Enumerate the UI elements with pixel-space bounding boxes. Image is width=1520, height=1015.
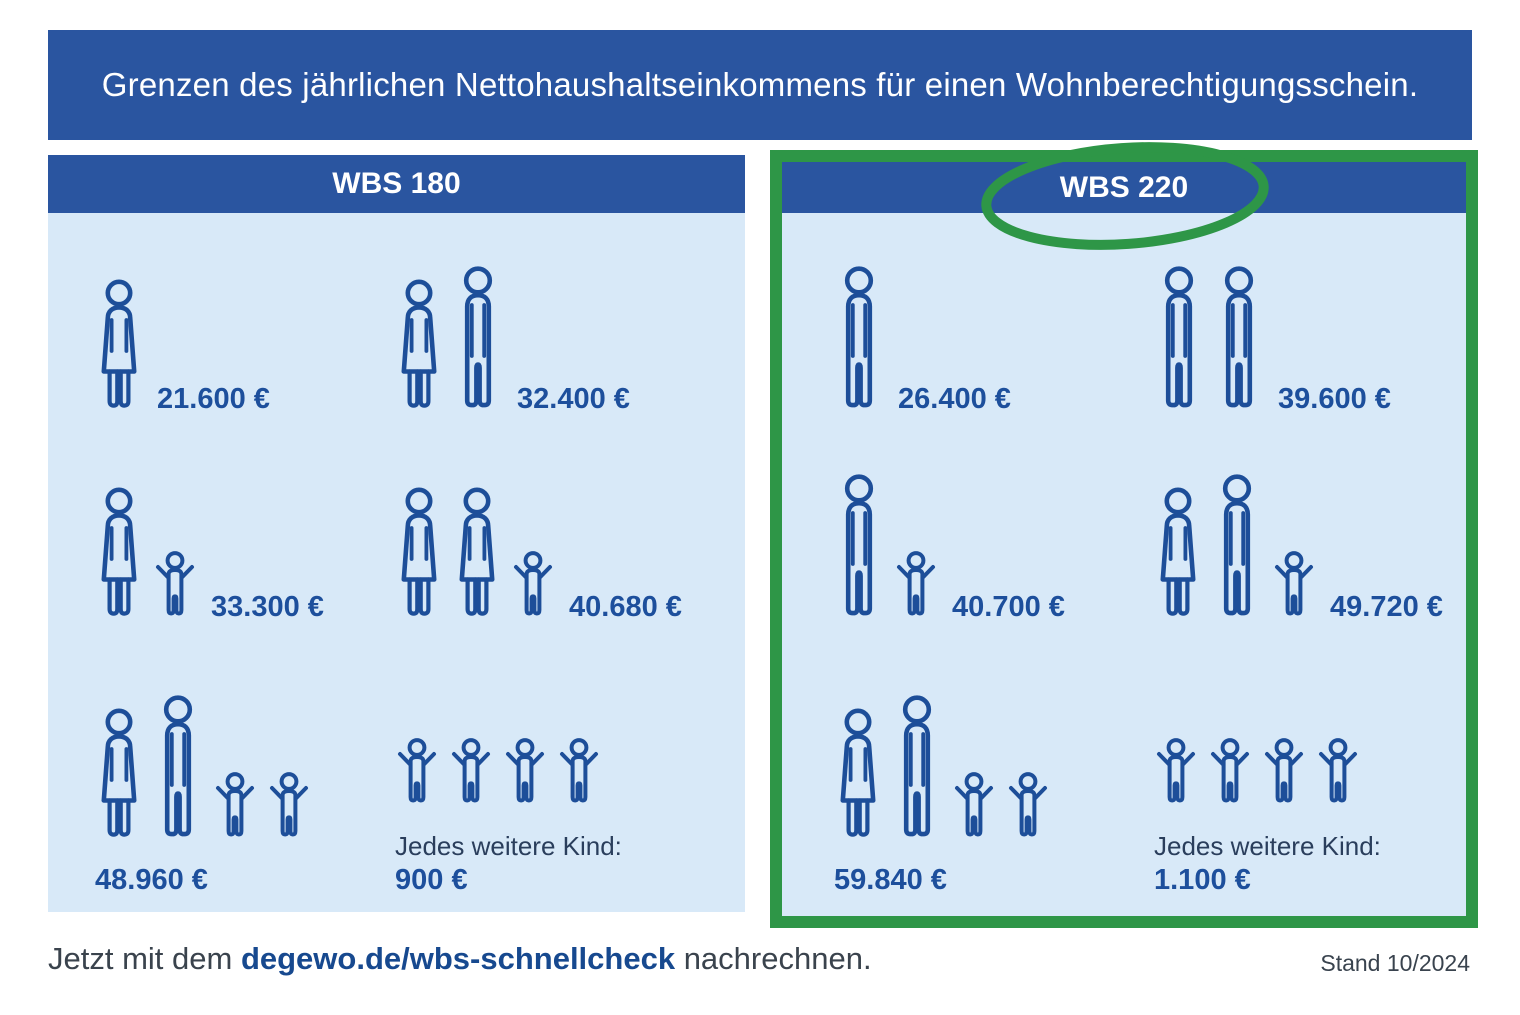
income-textblock: 48.960 € xyxy=(95,863,208,897)
household-cell: 40.680 € xyxy=(395,487,729,623)
man-icon xyxy=(1214,266,1264,410)
income-row: 26.400 € 39.600 € xyxy=(834,213,1450,415)
child-arms-up-icon xyxy=(955,772,993,837)
income-textblock: Jedes weitere Kind: 1.100 € xyxy=(1154,829,1381,897)
woman-icon xyxy=(834,708,882,839)
child-arms-up-icon xyxy=(398,738,436,803)
household-icons xyxy=(1154,474,1316,618)
footer-prefix: Jetzt mit dem xyxy=(48,941,241,976)
household-icons xyxy=(95,279,143,410)
income-textblock: 59.840 € xyxy=(834,863,947,897)
panel-wbs180-body: 21.600 €32.400 €33.300 €40.680 €48.960 €… xyxy=(48,213,745,912)
main-title: Grenzen des jährlichen Nettohaushaltsein… xyxy=(101,66,1419,103)
child-arms-up-icon xyxy=(156,551,194,616)
household-icons xyxy=(395,487,555,618)
child-arms-up-icon xyxy=(270,772,308,837)
child-arms-up-icon xyxy=(216,772,254,837)
man-icon xyxy=(1212,474,1262,618)
income-value: 26.400 € xyxy=(898,383,1011,415)
title-bar: Grenzen des jährlichen Nettohaushaltsein… xyxy=(48,30,1472,140)
income-row: 33.300 € 40.680 € xyxy=(95,410,729,623)
household-icons xyxy=(95,652,311,839)
household-icons xyxy=(834,474,938,618)
household-cell: 59.840 € xyxy=(834,652,1154,897)
footer: Jetzt mit dem degewo.de/wbs-schnellcheck… xyxy=(48,941,872,977)
income-value: 900 € xyxy=(395,864,468,896)
household-cell: 48.960 € xyxy=(95,652,395,897)
footer-link[interactable]: degewo.de/wbs-schnellcheck xyxy=(240,941,676,976)
household-cell: 33.300 € xyxy=(95,487,395,623)
household-icons xyxy=(95,487,197,618)
household-cell: 39.600 € xyxy=(1154,266,1450,415)
woman-icon xyxy=(395,279,443,410)
income-value: 49.720 € xyxy=(1330,591,1443,623)
income-row: 48.960 € Jedes weitere Kind: 900 € xyxy=(95,618,729,897)
household-cell: 32.400 € xyxy=(395,266,729,415)
child-arms-up-icon xyxy=(897,551,935,616)
woman-icon xyxy=(95,279,143,410)
man-icon xyxy=(834,266,884,410)
household-icons xyxy=(395,618,601,805)
income-textblock: Jedes weitere Kind: 900 € xyxy=(395,829,622,897)
man-icon xyxy=(153,695,203,839)
income-value: 39.600 € xyxy=(1278,383,1391,415)
panel-wbs220: WBS 220 26.400 € 39.600 € 40.700 € 49.720 €… xyxy=(770,150,1478,928)
household-cell: 21.600 € xyxy=(95,279,395,415)
income-row: 21.600 € 32.400 € xyxy=(95,213,729,415)
panel-wbs180-header: WBS 180 xyxy=(48,155,745,213)
household-cell: 40.700 € xyxy=(834,474,1154,623)
income-value: 1.100 € xyxy=(1154,864,1251,896)
household-icons xyxy=(395,266,503,410)
panel-wbs180-title: WBS 180 xyxy=(332,167,461,200)
income-value: 33.300 € xyxy=(211,591,324,623)
household-icons xyxy=(1154,618,1360,805)
household-cell: Jedes weitere Kind: 1.100 € xyxy=(1154,618,1450,897)
income-value: 32.400 € xyxy=(517,383,630,415)
woman-icon xyxy=(1154,487,1202,618)
income-value: 40.680 € xyxy=(569,591,682,623)
income-row: 59.840 € Jedes weitere Kind: 1.100 € xyxy=(834,618,1450,897)
child-arms-up-icon xyxy=(560,738,598,803)
man-icon xyxy=(453,266,503,410)
household-cell: 26.400 € xyxy=(834,266,1154,415)
child-arms-up-icon xyxy=(1319,738,1357,803)
panel-wbs220-header: WBS 220 xyxy=(782,162,1466,213)
income-value: 59.840 € xyxy=(834,864,947,896)
household-cell: 49.720 € xyxy=(1154,474,1450,623)
panel-wbs220-title: WBS 220 xyxy=(1059,170,1189,204)
child-arms-up-icon xyxy=(452,738,490,803)
child-arms-up-icon xyxy=(1157,738,1195,803)
panel-wbs180: WBS 180 21.600 € 32.400 € 33.300 € 40.680 €… xyxy=(48,155,745,912)
income-value: 48.960 € xyxy=(95,864,208,896)
child-arms-up-icon xyxy=(1275,551,1313,616)
child-arms-up-icon xyxy=(1009,772,1047,837)
household-icons xyxy=(834,266,884,410)
additional-child-caption: Jedes weitere Kind: xyxy=(1154,831,1381,861)
additional-child-caption: Jedes weitere Kind: xyxy=(395,831,622,861)
man-icon xyxy=(1154,266,1204,410)
household-icons xyxy=(834,652,1050,839)
man-icon xyxy=(834,474,884,618)
income-row: 40.700 € 49.720 € xyxy=(834,410,1450,623)
woman-icon xyxy=(395,487,443,618)
household-icons xyxy=(1154,266,1264,410)
household-cell: Jedes weitere Kind: 900 € xyxy=(395,618,729,897)
woman-icon xyxy=(453,487,501,618)
man-icon xyxy=(892,695,942,839)
woman-icon xyxy=(95,487,143,618)
stand-date: Stand 10/2024 xyxy=(1320,950,1470,976)
child-arms-up-icon xyxy=(506,738,544,803)
child-arms-up-icon xyxy=(1265,738,1303,803)
income-value: 21.600 € xyxy=(157,383,270,415)
child-arms-up-icon xyxy=(1211,738,1249,803)
panel-wbs220-body: 26.400 €39.600 €40.700 €49.720 €59.840 €… xyxy=(782,213,1466,916)
woman-icon xyxy=(95,708,143,839)
income-value: 40.700 € xyxy=(952,591,1065,623)
child-arms-up-icon xyxy=(514,551,552,616)
footer-suffix: nachrechnen. xyxy=(675,941,872,976)
